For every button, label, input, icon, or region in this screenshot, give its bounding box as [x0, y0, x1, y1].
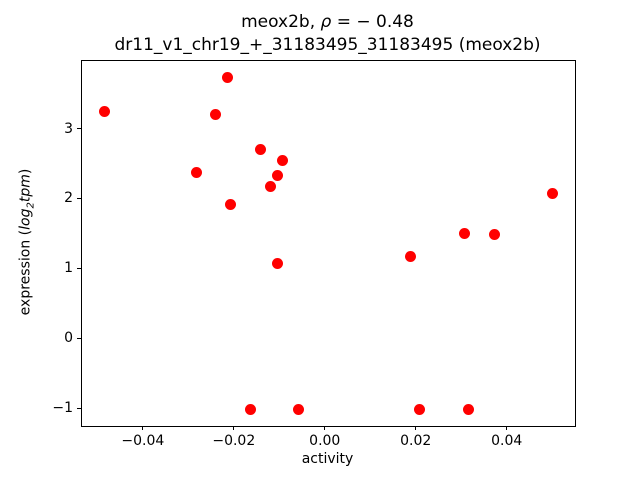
- y-tick-mark: [77, 337, 81, 339]
- x-tick-label: −0.04: [121, 433, 165, 449]
- data-point: [272, 170, 284, 182]
- title-rho-value: = − 0.48: [331, 12, 414, 32]
- data-point: [547, 187, 559, 199]
- rho-symbol: ρ: [320, 12, 332, 32]
- title-gene: meox2b,: [241, 12, 321, 32]
- y-tick-label: 2: [64, 190, 73, 207]
- y-tick-mark: [77, 267, 81, 269]
- ylabel-suffix: ): [17, 168, 34, 175]
- data-point: [98, 105, 110, 117]
- y-tick-label: −1: [52, 400, 73, 417]
- y-tick-label: 1: [64, 260, 73, 277]
- data-point: [210, 108, 222, 120]
- data-point: [272, 257, 284, 269]
- ylabel-log: log: [17, 208, 34, 230]
- data-point: [292, 404, 304, 416]
- data-point: [414, 404, 426, 416]
- y-tick-mark: [77, 128, 81, 130]
- data-point: [254, 144, 266, 156]
- data-point: [245, 404, 257, 416]
- data-point: [458, 227, 470, 239]
- data-point: [225, 198, 237, 210]
- data-point: [222, 72, 234, 84]
- plot-area: [81, 60, 576, 427]
- data-point: [405, 251, 417, 263]
- x-tick-mark: [506, 426, 508, 430]
- data-point: [265, 180, 277, 192]
- x-tick-mark: [324, 426, 326, 430]
- x-axis-label: activity: [301, 451, 354, 467]
- y-tick-mark: [77, 407, 81, 409]
- x-tick-label: 0.04: [491, 433, 523, 449]
- y-tick-mark: [77, 197, 81, 199]
- x-tick-mark: [415, 426, 417, 430]
- data-point: [277, 154, 289, 166]
- y-tick-label: 3: [64, 120, 73, 137]
- x-tick-mark: [233, 426, 235, 430]
- x-tick-label: 0.00: [309, 433, 341, 449]
- chart-subtitle: dr11_v1_chr19_+_31183495_31183495 (meox2…: [114, 35, 541, 55]
- x-tick-label: −0.02: [212, 433, 256, 449]
- x-tick-mark: [142, 426, 144, 430]
- y-tick-label: 0: [64, 330, 73, 347]
- x-tick-label: 0.02: [400, 433, 432, 449]
- data-point: [489, 228, 501, 240]
- data-point: [462, 404, 474, 416]
- chart-title: meox2b, ρ = − 0.48: [81, 12, 574, 32]
- data-point: [191, 166, 203, 178]
